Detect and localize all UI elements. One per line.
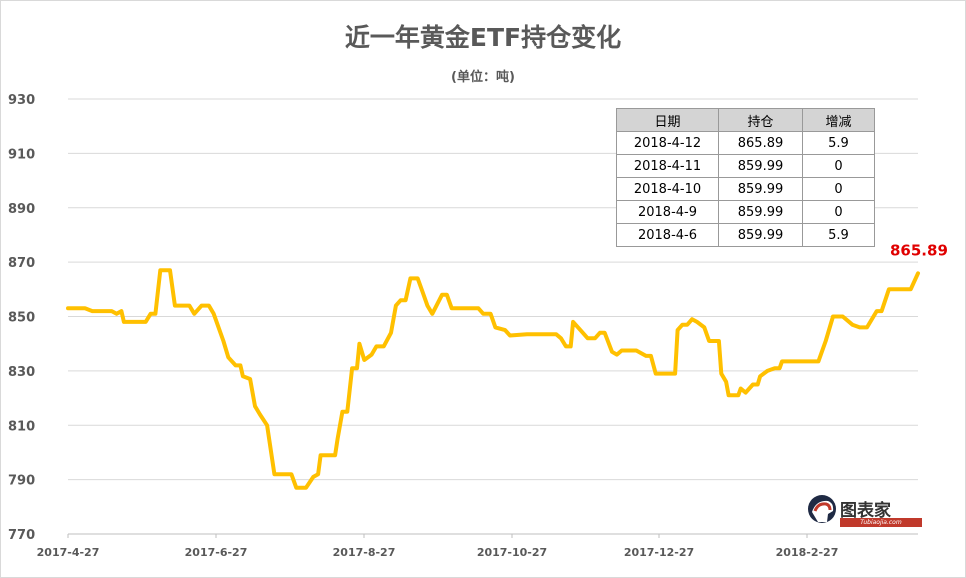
- cell-holding: 859.99: [718, 177, 803, 201]
- y-tick-label: 930: [8, 93, 35, 108]
- cell-date: 2018-4-11: [616, 154, 719, 178]
- logo-brand: 图表家: [840, 501, 891, 521]
- last-value-label: 865.89: [890, 241, 948, 259]
- cell-change: 0: [802, 177, 875, 201]
- y-tick-label: 810: [8, 419, 35, 434]
- y-tick-label: 830: [8, 365, 35, 380]
- head-silhouette-icon: [808, 495, 836, 523]
- cell-date: 2018-4-9: [616, 200, 719, 224]
- table-row: 2018-4-11 859.99 0: [616, 154, 875, 178]
- cell-change: 5.9: [802, 223, 875, 247]
- y-tick-label: 850: [8, 311, 35, 326]
- header-holding: 持仓: [718, 108, 803, 132]
- x-tick-label: 2017-6-27: [185, 546, 248, 559]
- cell-change: 5.9: [802, 131, 875, 155]
- holdings-table: 日期 持仓 增减 2018-4-12 865.89 5.9 2018-4-11 …: [616, 108, 875, 247]
- chart-title: 近一年黄金ETF持仓变化: [344, 23, 622, 52]
- cell-change: 0: [802, 200, 875, 224]
- logo-sub: Tubiaojia.com: [840, 518, 922, 527]
- chart-subtitle: (单位：吨): [451, 70, 515, 85]
- cell-date: 2018-4-6: [616, 223, 719, 247]
- table-row: 2018-4-10 859.99 0: [616, 177, 875, 201]
- x-tick-label: 2017-12-27: [624, 546, 694, 559]
- y-tick-label: 790: [8, 474, 35, 489]
- x-tick-label: 2018-2-27: [776, 546, 839, 559]
- y-tick-label: 910: [8, 147, 35, 162]
- watermark-logo: 图表家 Tubiaojia.com: [806, 492, 924, 532]
- y-tick-label: 870: [8, 256, 35, 271]
- table-row: 2018-4-6 859.99 5.9: [616, 223, 875, 247]
- table-row: 2018-4-9 859.99 0: [616, 200, 875, 224]
- cell-holding: 865.89: [718, 131, 803, 155]
- y-tick-label: 890: [8, 202, 35, 217]
- cell-holding: 859.99: [718, 200, 803, 224]
- x-tick-label: 2017-8-27: [333, 546, 396, 559]
- cell-date: 2018-4-10: [616, 177, 719, 201]
- header-date: 日期: [616, 108, 719, 132]
- x-tick-label: 2017-10-27: [477, 546, 547, 559]
- cell-date: 2018-4-12: [616, 131, 719, 155]
- cell-change: 0: [802, 154, 875, 178]
- table-row: 2018-4-12 865.89 5.9: [616, 131, 875, 155]
- table-header-row: 日期 持仓 增减: [616, 108, 875, 132]
- cell-holding: 859.99: [718, 154, 803, 178]
- y-tick-label: 770: [8, 528, 35, 543]
- header-change: 增减: [802, 108, 875, 132]
- series-line: [66, 268, 920, 490]
- x-tick-label: 2017-4-27: [37, 546, 100, 559]
- cell-holding: 859.99: [718, 223, 803, 247]
